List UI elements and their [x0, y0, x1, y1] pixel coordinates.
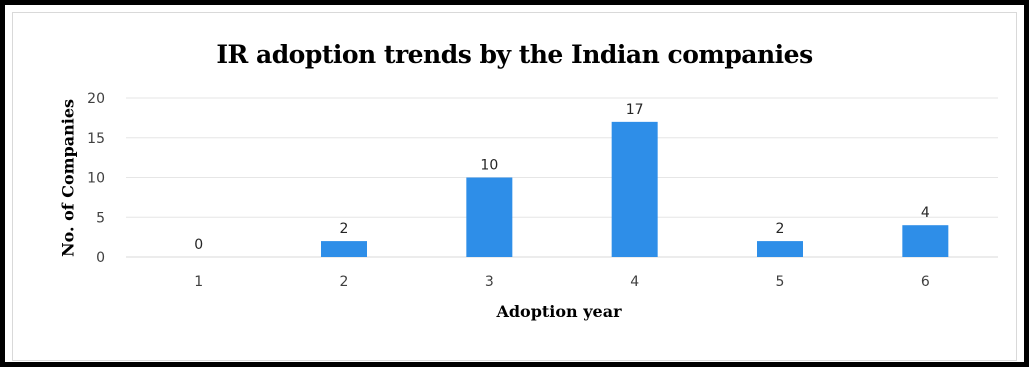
data-label: 2: [776, 221, 785, 237]
x-axis-title: Adoption year: [496, 302, 622, 321]
x-tick-label: 6: [921, 274, 930, 290]
bar: [466, 177, 513, 257]
data-label: 10: [480, 158, 498, 174]
bar: [611, 121, 658, 257]
y-tick-label: 5: [96, 210, 105, 226]
x-tick-label: 1: [194, 274, 203, 290]
y-tick-label: 20: [87, 91, 105, 107]
bar: [757, 241, 803, 257]
data-label: 4: [921, 205, 930, 221]
chart-title: IR adoption trends by the Indian compani…: [216, 40, 813, 69]
y-tick-label: 0: [96, 250, 105, 266]
x-tick-label: 3: [485, 274, 494, 290]
x-tick-label: 5: [776, 274, 785, 290]
data-label: 2: [340, 221, 349, 237]
x-tick-label: 4: [630, 274, 639, 290]
y-tick-label: 10: [87, 171, 105, 187]
y-tick-label: 15: [87, 131, 105, 147]
data-label: 0: [194, 237, 203, 253]
chart-area: [12, 12, 1017, 361]
bar: [321, 241, 367, 257]
bar: [902, 225, 949, 257]
x-tick-label: 2: [340, 274, 349, 290]
data-label: 17: [626, 102, 644, 118]
